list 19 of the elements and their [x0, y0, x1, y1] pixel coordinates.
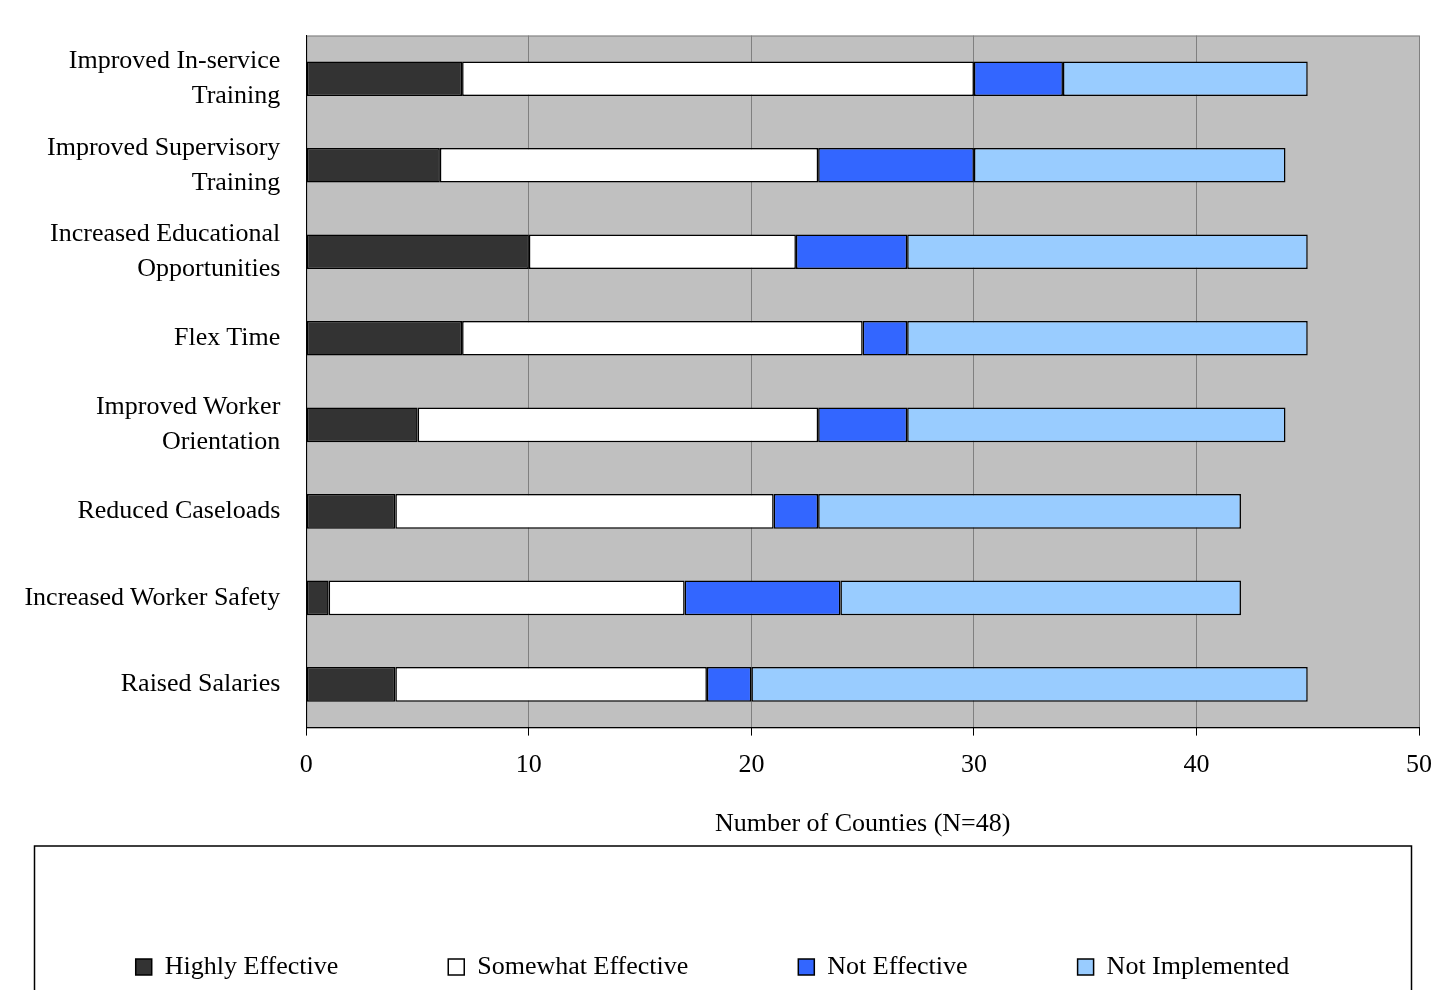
y-tick-label: Flex Time: [174, 322, 281, 352]
y-tick-label: Reduced Caseloads: [77, 495, 281, 525]
y-tick-label: Increased Educational Opportunities: [50, 218, 281, 283]
y-tick-label: Improved In-service Training: [68, 45, 281, 110]
y-tick-label: Improved Worker Orientation: [95, 391, 281, 456]
x-tick-label: 40: [1183, 749, 1210, 779]
y-tick-label: Increased Worker Safety: [24, 581, 281, 611]
legend-label: Highly Effective: [164, 950, 339, 980]
x-tick-label: 50: [1406, 749, 1432, 779]
y-tick-label: Improved Supervisory Training: [47, 131, 281, 196]
legend-label: Not Implemented: [1106, 950, 1290, 980]
x-tick-label: 20: [738, 749, 765, 779]
x-axis-title: Number of Counties (N=48): [714, 808, 1011, 838]
y-tick-label: Raised Salaries: [120, 668, 281, 698]
x-tick-label: 30: [960, 749, 987, 779]
x-tick-label: 10: [515, 749, 542, 779]
legend-label: Somewhat Effective: [477, 950, 689, 980]
x-tick-label: 0: [299, 749, 313, 779]
legend-label: Not Effective: [827, 950, 968, 980]
